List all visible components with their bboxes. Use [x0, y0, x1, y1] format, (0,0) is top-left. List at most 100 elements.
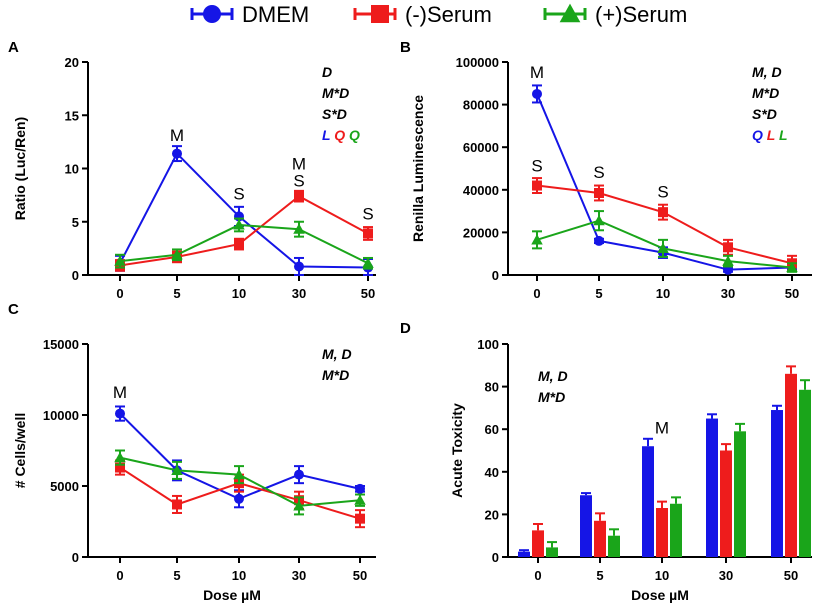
significance-label: M: [170, 126, 184, 145]
data-point: [722, 255, 734, 266]
stats-token: S*D: [322, 106, 347, 122]
panel-letter: A: [8, 39, 19, 56]
stats-line: M, D: [322, 346, 352, 362]
data-point: [354, 494, 366, 505]
x-tick-label: 5: [596, 568, 603, 583]
stats-line: M, D: [538, 368, 568, 384]
data-point: [172, 148, 182, 159]
series-triangle: [531, 210, 798, 273]
series-triangle: [546, 379, 811, 557]
y-tick-label: 15: [65, 108, 79, 123]
x-axis-label: Dose µM: [203, 587, 261, 603]
significance-label: M: [655, 418, 669, 437]
significance-label: M: [530, 63, 544, 82]
y-tick-label: 5: [72, 215, 79, 230]
stats-line: M*D: [538, 389, 565, 405]
series-circle: [518, 404, 783, 557]
y-tick-label: 100000: [456, 55, 499, 70]
bar: [734, 431, 746, 557]
data-point: [786, 261, 798, 273]
data-point: [294, 261, 304, 272]
y-tick-label: 60: [485, 422, 499, 437]
stats-token: L: [767, 127, 775, 143]
y-axis-label: Acute Toxicity: [449, 403, 465, 498]
series-square: [532, 365, 797, 557]
y-tick-label: 80: [485, 380, 499, 395]
data-point: [233, 219, 245, 230]
data-point: [363, 228, 373, 239]
bar: [546, 547, 558, 557]
significance-label: S: [657, 182, 668, 201]
stats-line: Q L L: [752, 127, 788, 143]
series-circle: [115, 145, 373, 276]
legend-label: (-)Serum: [405, 2, 492, 27]
stats-line: S*D: [322, 106, 347, 122]
x-tick-label: 50: [785, 286, 799, 301]
stats-token: M*D: [322, 367, 349, 383]
stats-line: M, D: [752, 64, 782, 80]
significance-label: M: [292, 155, 306, 174]
bar: [720, 450, 732, 557]
y-tick-label: 10: [65, 162, 79, 177]
y-tick-label: 60000: [463, 140, 499, 155]
x-tick-label: 0: [534, 568, 541, 583]
panel-b: B 0 20000 40000 60000 80000 100000 0 5 10 30 50 Reni…: [400, 39, 812, 301]
x-axis-label: Dose µM: [631, 587, 689, 603]
panel-letter: B: [400, 39, 411, 56]
data-point: [362, 257, 374, 268]
legend-entry-circle: DMEM: [190, 2, 309, 27]
x-tick-label: 5: [173, 568, 180, 583]
data-point: [293, 500, 305, 511]
stats-token: M*D: [752, 85, 779, 101]
data-point: [532, 180, 542, 191]
stats-token: M*D: [538, 389, 565, 405]
x-tick-label: 30: [721, 286, 735, 301]
data-point: [594, 187, 604, 198]
bar: [642, 446, 654, 557]
data-point: [723, 242, 733, 253]
x-tick-label: 0: [116, 286, 123, 301]
panel-d: D 0 20 40 60 80 100 0 5 10 30 50 Acute Toxicity Dose …: [400, 320, 812, 603]
data-point: [234, 239, 244, 250]
y-tick-label: 15000: [43, 337, 79, 352]
bar: [532, 530, 544, 557]
bar: [608, 535, 620, 557]
data-point: [594, 235, 604, 246]
y-axis-label: Renilla Luminescence: [410, 95, 426, 242]
bar: [785, 373, 797, 557]
panel-letter: C: [8, 301, 19, 318]
data-point: [355, 483, 365, 494]
legend-label: DMEM: [242, 2, 309, 27]
y-tick-label: 20: [485, 507, 499, 522]
significance-label: S: [293, 172, 304, 191]
y-axis-label: # Cells/well: [12, 413, 28, 488]
stats-token: Q: [349, 127, 360, 143]
stats-token: M, D: [752, 64, 782, 80]
series-triangle: [114, 217, 374, 270]
stats-line: M*D: [322, 85, 349, 101]
y-tick-label: 100: [477, 337, 499, 352]
stats-line: M*D: [752, 85, 779, 101]
data-point: [171, 249, 183, 260]
series-line: [536, 219, 793, 269]
legend-entry-triangle: (+)Serum: [543, 2, 687, 27]
y-tick-label: 0: [492, 550, 499, 565]
y-tick-label: 20000: [463, 225, 499, 240]
data-point: [114, 451, 126, 463]
bar: [656, 508, 668, 557]
data-point: [171, 464, 183, 475]
x-tick-label: 0: [116, 568, 123, 583]
data-point: [658, 207, 668, 218]
data-point: [657, 242, 669, 253]
stats-line: M*D: [322, 367, 349, 383]
data-point: [293, 223, 305, 234]
x-tick-label: 5: [595, 286, 602, 301]
stats-line: D: [322, 64, 332, 80]
data-point: [233, 468, 245, 480]
data-point: [115, 462, 125, 473]
x-tick-label: 10: [656, 286, 670, 301]
data-point: [114, 255, 126, 266]
y-tick-label: 0: [492, 268, 499, 283]
bar: [670, 503, 682, 557]
